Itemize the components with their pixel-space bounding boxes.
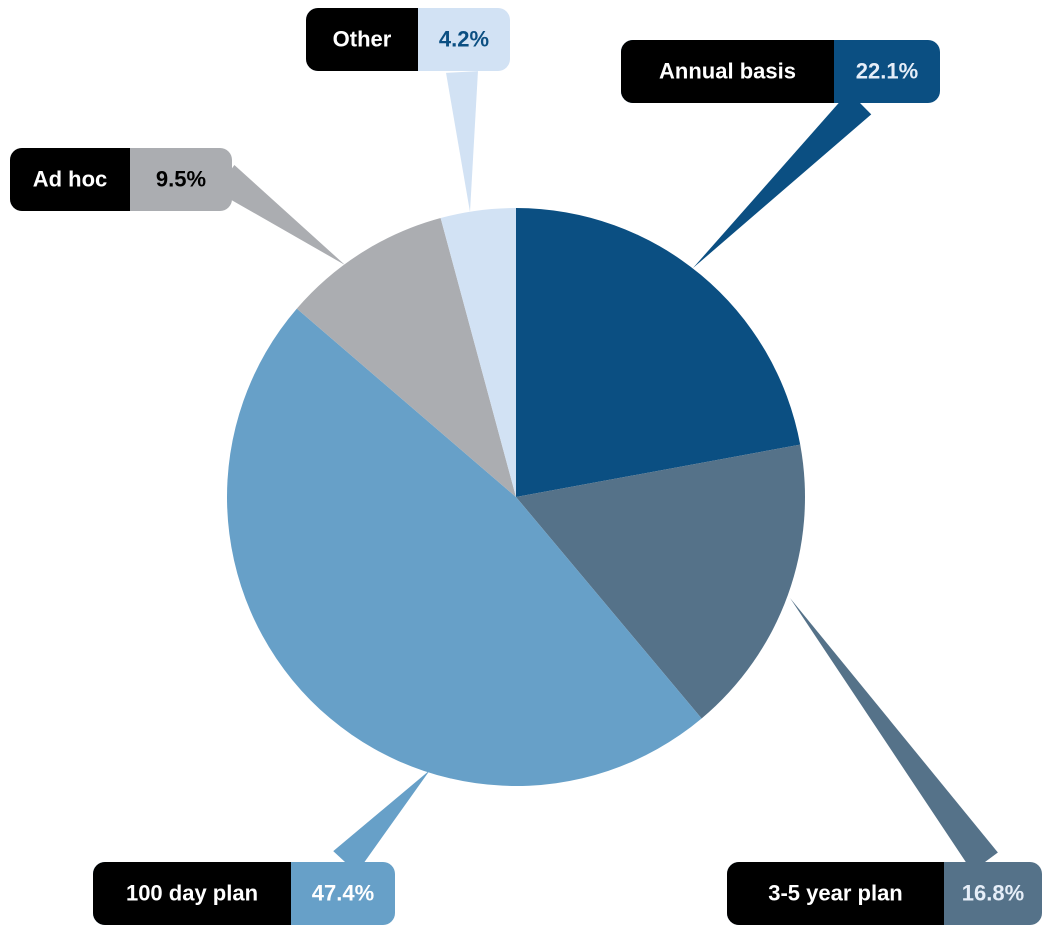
pie-slice [296,218,516,497]
label-name: 3-5 year plan [768,880,903,905]
leader [215,165,345,265]
label-name: 100 day plan [126,880,258,905]
leader [446,71,478,212]
label-name-box [727,862,944,925]
label-name-box [10,148,130,211]
label-name: Other [333,26,392,51]
label-value: 47.4% [312,880,374,905]
pie-slice [516,444,806,719]
pie-slice [440,208,516,497]
label-name: Annual basis [659,58,796,83]
label-name-box-edge [930,862,944,925]
label-name-box [93,862,291,925]
label-value: 16.8% [962,880,1024,905]
label-name: Ad hoc [33,166,108,191]
label-name-box-edge [277,862,291,925]
leader [790,598,998,872]
pie-slice [226,308,702,787]
label-value: 9.5% [156,166,206,191]
label-name-box-edge [820,40,834,103]
label-name-box-edge [404,8,418,71]
label-value: 22.1% [856,58,918,83]
label-name-box [306,8,418,71]
label-name-box-edge [116,148,130,211]
leader [693,91,872,268]
leader [333,770,430,873]
label-name-box [621,40,834,103]
label-value: 4.2% [439,26,489,51]
pie-slice [516,208,801,497]
